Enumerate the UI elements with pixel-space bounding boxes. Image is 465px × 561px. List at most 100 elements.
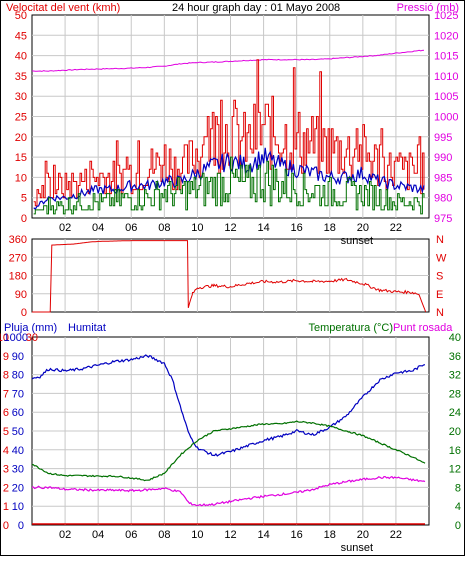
temperature-tick: 32 (449, 370, 461, 382)
wind-speed-tick: 25 (15, 112, 27, 124)
wind-direction-tick: 270 (9, 252, 27, 264)
wind-speed-axis-title: Velocitat del vent (kmh) (6, 2, 120, 14)
humidity-tick: 60 (12, 407, 24, 419)
humidity-tick: 70 (12, 388, 24, 400)
panel1-x-tick: 18 (324, 222, 336, 234)
humidity-tick: 0 (18, 520, 24, 532)
panel1-x-tick: 06 (125, 222, 137, 234)
graph-title: 24 hour graph day : 01 Mayo 2008 (172, 2, 340, 14)
panel3-x-tick: 06 (125, 529, 137, 541)
rain-tick: 5 (3, 426, 9, 438)
pressure-tick: 990 (434, 152, 452, 164)
rain-tick: 6 (3, 407, 9, 419)
dew-point-series-line (31, 475, 426, 507)
compass-label: W (436, 252, 447, 264)
humidity-tick: 30 (12, 464, 24, 476)
panel3-x-tick: 12 (224, 529, 236, 541)
temperature-tick: 0 (455, 520, 461, 532)
rain-tick: 1 (3, 501, 9, 513)
temperature-tick: 4 (455, 501, 461, 513)
series-layer (31, 49, 427, 525)
rain-axis-title: Pluja (mm) (4, 322, 57, 334)
wind-direction-tick: 180 (9, 271, 27, 283)
panel3-x-tick: 08 (158, 529, 170, 541)
panel1-x-tick: 02 (59, 222, 71, 234)
pressure-tick: 1020 (434, 30, 458, 42)
humidity-top-tick: 1000 (4, 332, 28, 344)
panel3-x-tick: 18 (324, 529, 336, 541)
panel1-sunset-label: sunset (341, 235, 373, 247)
humidity-tick: 20 (12, 482, 24, 494)
rain-tick: 4 (3, 445, 9, 457)
pressure-tick: 985 (434, 172, 452, 184)
humidity-tick: 50 (12, 426, 24, 438)
panel1-x-tick: 22 (390, 222, 402, 234)
humidity-axis-title: Humitat (68, 322, 106, 334)
panel3-x-tick: 16 (291, 529, 303, 541)
humidity-tick: 90 (12, 351, 24, 363)
pressure-tick: 975 (434, 213, 452, 225)
wind-direction-tick: 0 (21, 307, 27, 319)
compass-label: S (436, 271, 443, 283)
panel3-x-tick: 22 (390, 529, 402, 541)
temperature-tick: 28 (449, 388, 461, 400)
rain-tick: 3 (3, 464, 9, 476)
wind-gust-series-line (33, 59, 425, 207)
wind-speed-tick: 20 (15, 132, 27, 144)
compass-label: N (436, 307, 444, 319)
panel1-x-tick: 16 (291, 222, 303, 234)
wind-speed-tick: 40 (15, 51, 27, 63)
panel3-x-tick: 04 (92, 529, 104, 541)
compass-label: E (436, 289, 443, 301)
temperature-tick: 24 (449, 407, 461, 419)
humidity-tick: 80 (12, 370, 24, 382)
temperature-axis-title: Temperatura (°C) (309, 322, 393, 334)
pressure-tick: 980 (434, 193, 452, 205)
panel1-x-tick: 04 (92, 222, 104, 234)
panel1-x-tick: 20 (357, 222, 369, 234)
temperature-tick: 40 (449, 332, 461, 344)
panel3-x-tick: 14 (257, 529, 269, 541)
wind-direction-tick: 90 (15, 289, 27, 301)
panel1-x-tick: 10 (191, 222, 203, 234)
wind-min-series-line (33, 156, 425, 215)
wind-direction-series-line (32, 240, 427, 313)
humidity-tick: 40 (12, 445, 24, 457)
panel3-sunset-label: sunset (341, 542, 373, 554)
pressure-tick: 1000 (434, 112, 458, 124)
temperature-series-line (31, 420, 426, 482)
panel1-x-tick: 12 (224, 222, 236, 234)
dew-point-axis-title: Punt rosada (393, 322, 453, 334)
compass-label: N (436, 234, 444, 246)
panel1-x-tick: 14 (257, 222, 269, 234)
wind-average-series-line (33, 147, 425, 211)
temperature-tick: 20 (449, 426, 461, 438)
pressure-tick: 995 (434, 132, 452, 144)
humidity-tick: 10 (12, 501, 24, 513)
rain-tick: 10 (0, 332, 9, 344)
panel3-x-tick: 20 (357, 529, 369, 541)
tick-labels-layer: 0510152025303540455097598098599099510001… (0, 10, 461, 554)
panel3-x-tick: 10 (191, 529, 203, 541)
rain-tick: 0 (3, 520, 9, 532)
wind-speed-tick: 30 (15, 91, 27, 103)
temperature-tick: 36 (449, 351, 461, 363)
pressure-tick: 1010 (434, 71, 458, 83)
rain-tick: 9 (3, 351, 9, 363)
pressure-axis-title: Pressió (mb) (397, 2, 459, 14)
pressure-tick: 1015 (434, 51, 458, 63)
pressure-series-line (32, 49, 425, 72)
rain-tick: 2 (3, 482, 9, 494)
wind-speed-tick: 45 (15, 30, 27, 42)
humidity-series-line (31, 354, 426, 457)
pressure-tick: 1005 (434, 91, 458, 103)
rain-tick: 8 (3, 370, 9, 382)
wind-speed-tick: 0 (21, 213, 27, 225)
wind-speed-tick: 5 (21, 193, 27, 205)
wind-speed-tick: 15 (15, 152, 27, 164)
wind-speed-tick: 10 (15, 172, 27, 184)
panel3-x-tick: 02 (59, 529, 71, 541)
